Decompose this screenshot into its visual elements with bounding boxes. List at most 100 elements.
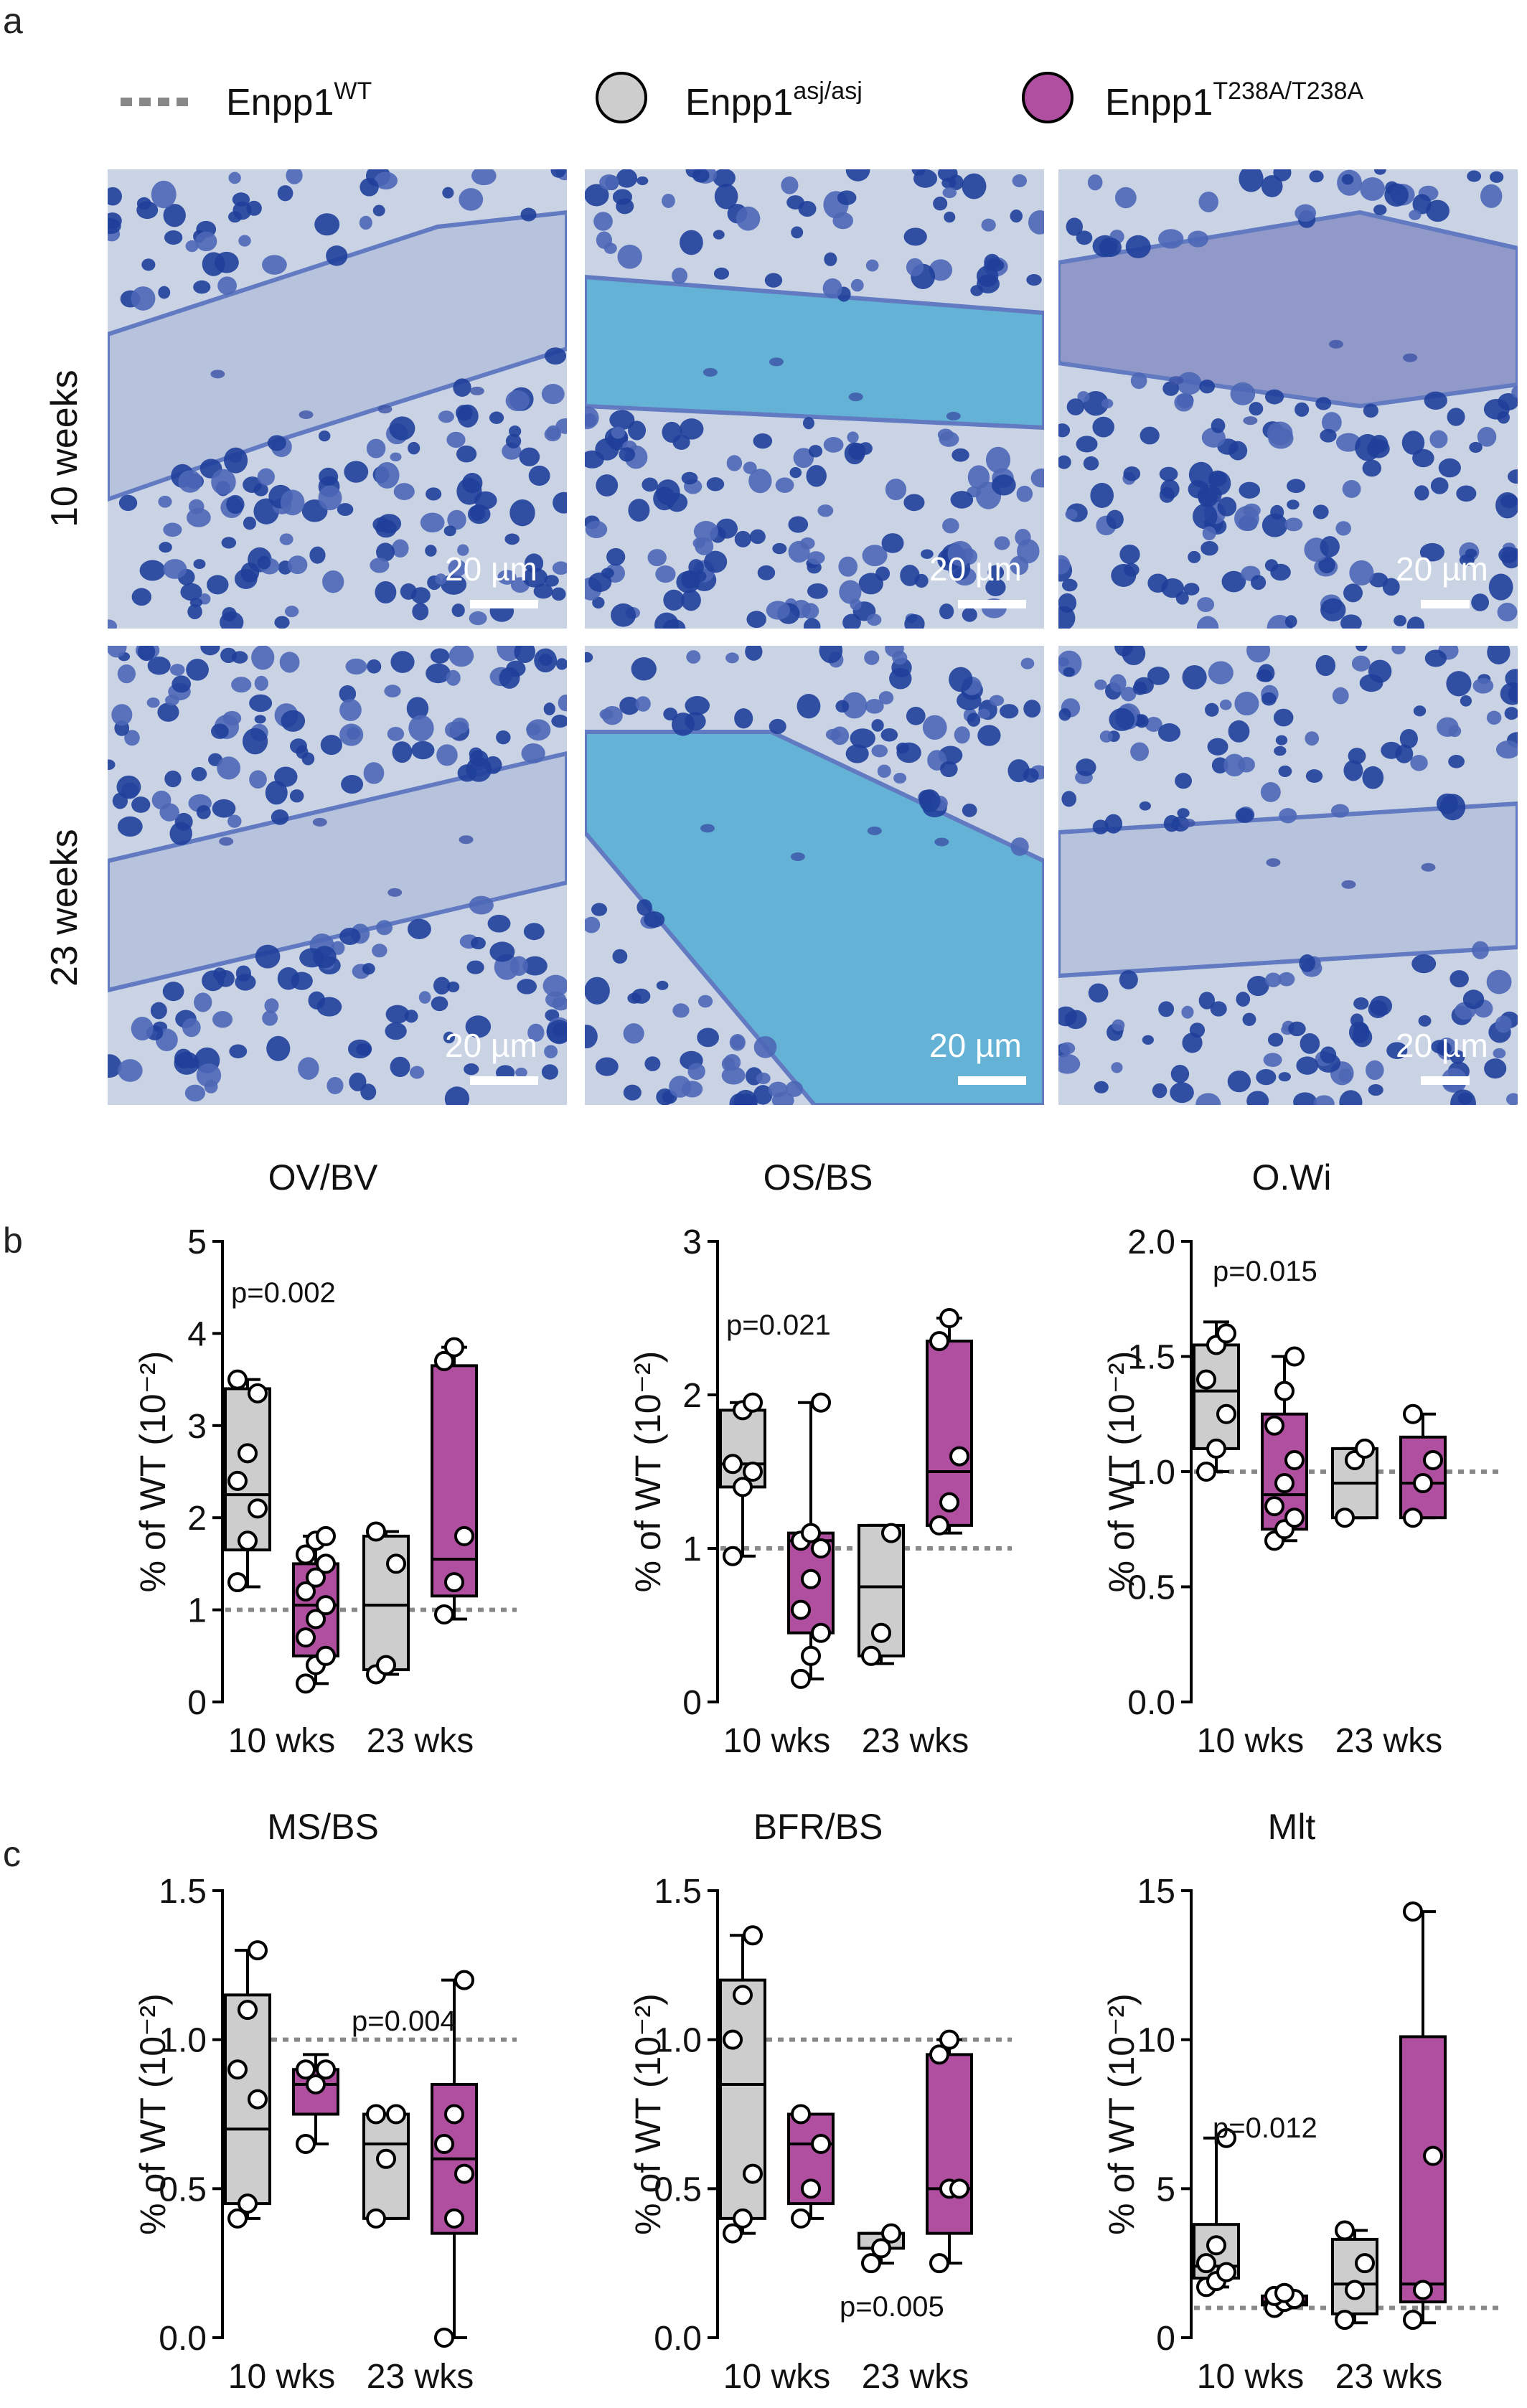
y-axis-label: % of WT (10⁻²): [1101, 1351, 1142, 1593]
cell-nucleus: [939, 603, 954, 620]
cell-nucleus: [881, 533, 904, 553]
cell-nucleus: [254, 675, 268, 691]
data-point: [881, 2223, 901, 2244]
cell-nucleus: [1090, 482, 1114, 509]
x-tick-label: 23 wks: [862, 1722, 969, 1760]
cell-nucleus: [656, 980, 669, 990]
cell-nucleus: [1058, 423, 1071, 438]
cell-nucleus: [385, 1022, 407, 1040]
cell-nucleus: [734, 708, 753, 729]
cell-nucleus: [318, 431, 331, 442]
chart-o-wi: O.Wi % of WT (10⁻²) 0.0 0.5 1.0 1.5 2.0 10 wks 2…: [1101, 1157, 1500, 1760]
cell-nucleus: [944, 211, 956, 223]
cell-nucleus: [234, 568, 258, 589]
cell-nucleus: [1438, 458, 1461, 478]
cell-nucleus: [360, 178, 379, 197]
cell-nucleus: [1228, 720, 1250, 743]
cell-nucleus: [469, 611, 487, 626]
cell-nucleus: [1083, 456, 1099, 471]
cell-nucleus: [830, 726, 850, 746]
cell-nucleus: [635, 696, 651, 712]
cell-nucleus: [202, 970, 225, 992]
legend-asj-base: Enpp1: [685, 82, 794, 123]
data-point: [386, 2104, 406, 2125]
panel-label-a: a: [3, 1, 23, 41]
cell-nucleus: [418, 991, 431, 1004]
osteocyte: [1266, 858, 1281, 867]
box-asj-10-wks: [224, 1940, 271, 2229]
data-point: [801, 1523, 821, 1543]
data-point: [1196, 1369, 1216, 1390]
cell-nucleus: [280, 489, 305, 516]
cell-nucleus: [1460, 695, 1472, 707]
cell-nucleus: [1119, 545, 1140, 565]
cell-nucleus: [903, 494, 925, 512]
cell-nucleus: [400, 583, 417, 600]
y-tick-label: 3: [682, 1223, 702, 1261]
cell-nucleus: [636, 899, 652, 916]
cell-nucleus: [1205, 702, 1219, 717]
x-tick-label: 10 wks: [228, 2358, 335, 2396]
cell-nucleus: [1456, 485, 1477, 502]
cell-nucleus: [521, 743, 545, 764]
cell-nucleus: [786, 195, 804, 210]
chart-ov-bv: OV/BV % of WT (10⁻²) 0 1 2 3 4 5 10 wks 23 wks p=0…: [133, 1157, 517, 1760]
data-point: [296, 2059, 316, 2080]
osteocyte: [1341, 880, 1356, 889]
x-tick-label: 10 wks: [1197, 2358, 1304, 2396]
cell-nucleus: [713, 267, 730, 280]
cell-nucleus: [1236, 992, 1251, 1007]
cell-nucleus: [1182, 1033, 1203, 1053]
cell-nucleus: [791, 226, 804, 239]
cell-nucleus: [1198, 191, 1218, 212]
data-point: [296, 1627, 316, 1648]
cell-nucleus: [1351, 655, 1371, 672]
cell-nucleus: [1341, 174, 1354, 185]
cell-nucleus: [558, 694, 567, 712]
cell-nucleus: [611, 426, 625, 439]
cell-nucleus: [838, 556, 858, 577]
y-tick-label: 0: [682, 1684, 702, 1722]
cell-nucleus: [835, 700, 850, 713]
cell-nucleus: [1411, 954, 1437, 974]
cell-nucleus: [1418, 1015, 1432, 1027]
cell-nucleus: [1158, 229, 1184, 249]
data-point: [949, 2178, 969, 2199]
data-point: [1345, 2280, 1365, 2300]
cell-nucleus: [785, 1081, 803, 1097]
cell-nucleus: [1486, 969, 1512, 994]
cell-nucleus: [291, 972, 313, 990]
cell-nucleus: [697, 994, 713, 1008]
x-tick-label: 10 wks: [228, 1722, 335, 1760]
cell-nucleus: [1111, 1062, 1123, 1073]
cell-nucleus: [553, 492, 567, 514]
cell-nucleus: [1394, 615, 1407, 626]
cell-nucleus: [1059, 1042, 1076, 1055]
cell-nucleus: [1170, 1065, 1190, 1083]
cell-nucleus: [847, 431, 859, 443]
cell-nucleus: [1061, 791, 1077, 807]
cell-nucleus: [212, 799, 236, 818]
cell-nucleus: [442, 187, 454, 199]
data-point: [1284, 1346, 1305, 1367]
x-tick-label: 10 wks: [1197, 1722, 1304, 1760]
data-point: [791, 2208, 811, 2229]
cell-nucleus: [1278, 765, 1292, 777]
data-point: [881, 1523, 901, 1543]
cell-nucleus: [551, 587, 566, 601]
cell-nucleus: [1467, 170, 1482, 182]
cell-nucleus: [878, 691, 894, 705]
cell-nucleus: [642, 477, 658, 492]
cell-nucleus: [158, 495, 172, 508]
box-asj-23-wks: [858, 2223, 905, 2274]
cell-nucleus: [1092, 819, 1109, 834]
data-point: [376, 1655, 396, 1675]
cell-nucleus: [287, 555, 308, 575]
box-asj-23-wks: [1331, 1438, 1378, 1528]
cell-nucleus: [1104, 814, 1123, 834]
cell-nucleus: [1368, 573, 1389, 588]
cell-nucleus: [339, 685, 357, 702]
cell-nucleus: [987, 565, 1005, 580]
osteocyte: [469, 386, 484, 395]
legend-wt-base: Enpp1: [226, 82, 334, 123]
